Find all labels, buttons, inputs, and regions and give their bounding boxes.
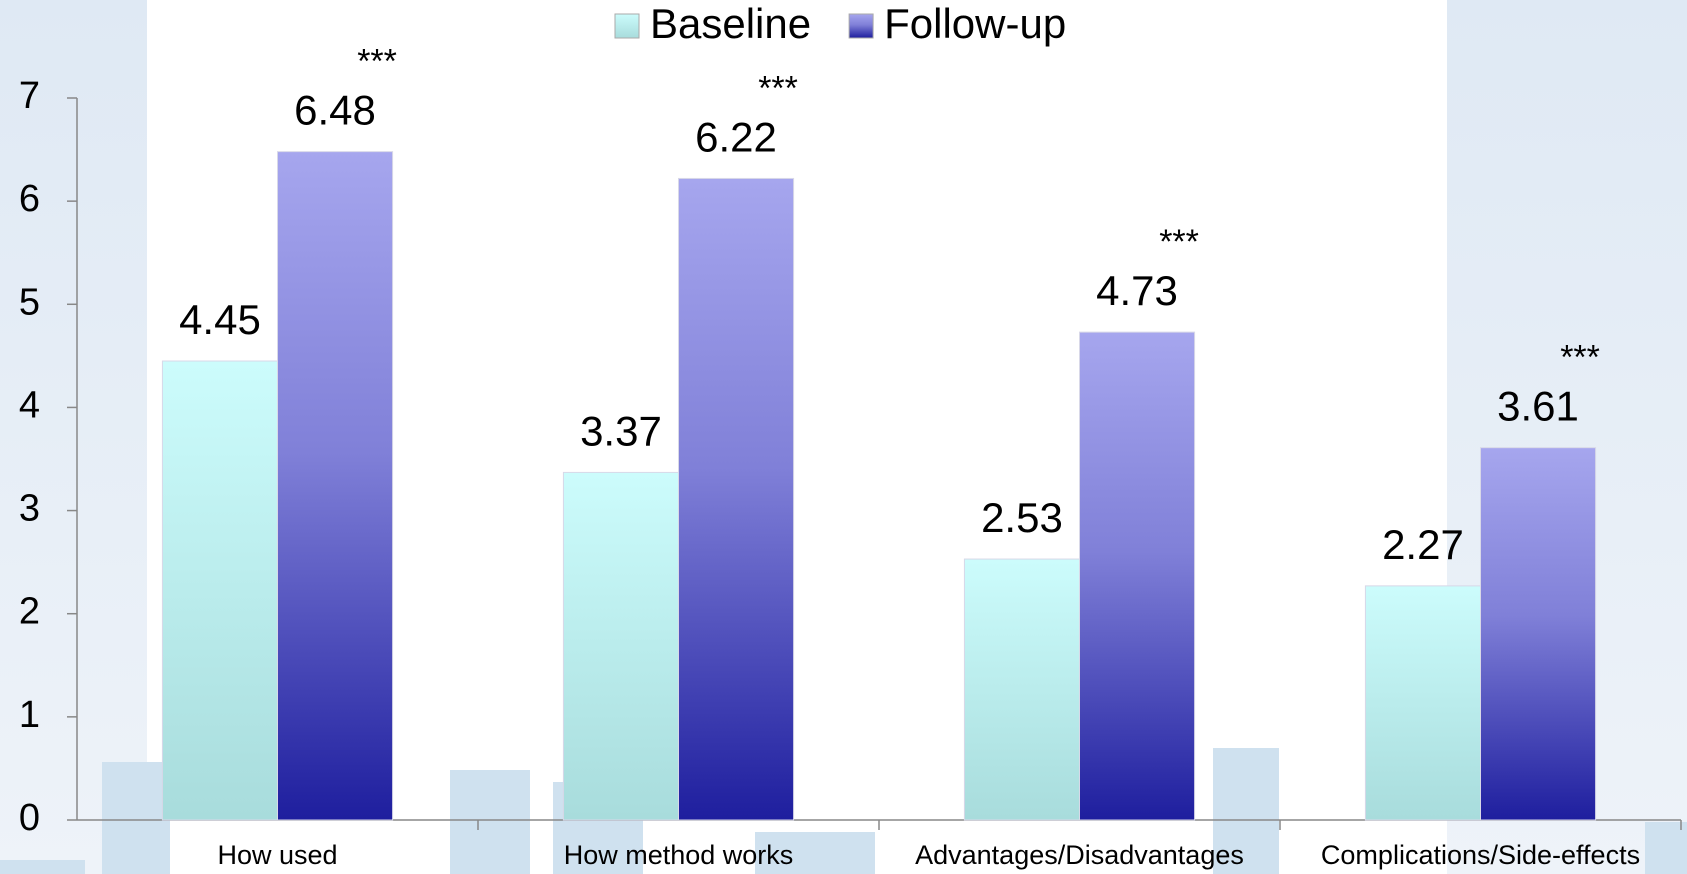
bar — [678, 177, 795, 821]
data-label: 4.45 — [179, 296, 261, 343]
data-label: 6.22 — [695, 114, 777, 161]
data-label: 6.48 — [294, 87, 376, 134]
y-tick-label: 1 — [19, 694, 40, 736]
y-tick-label: 6 — [19, 178, 40, 220]
bar — [963, 558, 1081, 821]
bar — [161, 360, 278, 821]
legend-swatch — [848, 13, 874, 39]
bar — [1480, 447, 1597, 821]
significance-mark: *** — [357, 43, 397, 81]
data-label: 3.61 — [1497, 383, 1579, 430]
bar — [1364, 585, 1481, 821]
significance-mark: *** — [1560, 339, 1600, 377]
legend-swatch — [614, 13, 640, 39]
data-label: 2.27 — [1382, 521, 1464, 568]
data-label: 2.53 — [981, 494, 1063, 541]
bar — [277, 151, 394, 821]
legend-label: Baseline — [650, 0, 811, 47]
y-tick-label: 4 — [19, 384, 40, 426]
legend-label: Follow-up — [884, 0, 1066, 47]
significance-mark: *** — [1159, 223, 1199, 261]
y-tick-label: 5 — [19, 281, 40, 323]
x-tick-label: Complications/Side-effects — [1321, 840, 1640, 870]
y-tick-label: 3 — [19, 488, 40, 530]
y-tick-label: 0 — [19, 797, 40, 839]
decoration — [0, 748, 1687, 874]
x-tick-label: How used — [217, 840, 337, 870]
data-label: 4.73 — [1096, 267, 1178, 314]
bar — [562, 471, 680, 821]
y-tick-label: 2 — [19, 591, 40, 633]
x-tick-label: Advantages/Disadvantages — [915, 840, 1244, 870]
data-label: 3.37 — [580, 408, 662, 455]
bar — [1079, 331, 1196, 821]
x-tick-label: How method works — [564, 840, 794, 870]
significance-mark: *** — [758, 69, 798, 107]
y-tick-label: 7 — [19, 75, 40, 117]
